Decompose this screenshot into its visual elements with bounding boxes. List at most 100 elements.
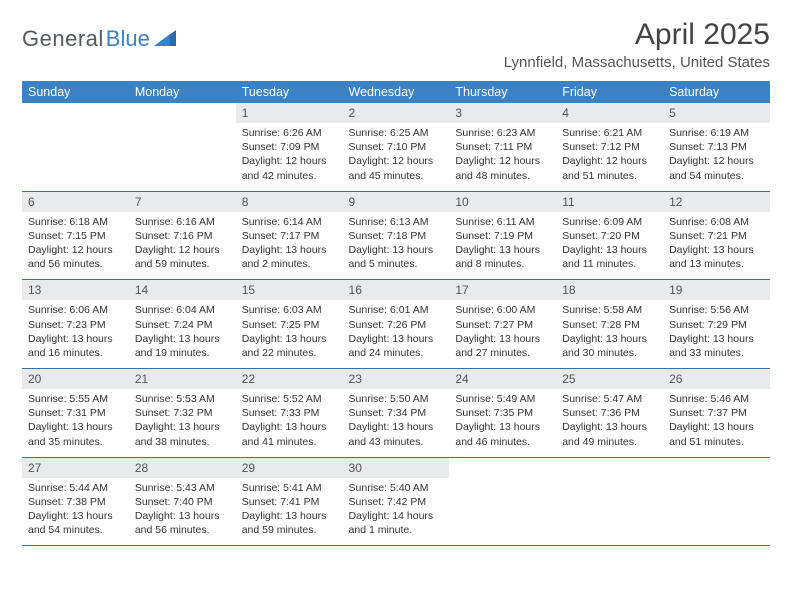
day-body: Sunrise: 6:01 AMSunset: 7:26 PMDaylight:…	[343, 300, 450, 368]
daylight-line: Daylight: 13 hours and 8 minutes.	[455, 244, 540, 270]
day-header: Thursday	[449, 81, 556, 103]
calendar-cell: 15Sunrise: 6:03 AMSunset: 7:25 PMDayligh…	[236, 280, 343, 369]
day-body: Sunrise: 5:56 AM Sunset: 7:29 PM Daylight:…	[663, 300, 770, 368]
day-number: 6	[22, 192, 129, 212]
calendar-cell: 4Sunrise: 6:21 AMSunset: 7:12 PMDaylight…	[556, 103, 663, 191]
sunrise-line: Sunrise: 6:04 AM	[135, 304, 215, 316]
day-number: 28	[129, 458, 236, 478]
calendar-body: 1Sunrise: 6:26 AMSunset: 7:09 PMDaylight…	[22, 103, 770, 546]
sunset-line: Sunset: 7:25 PM	[242, 319, 320, 331]
daylight-line: Daylight: 12 hours and 42 minutes.	[242, 155, 327, 181]
day-body: Sunrise: 6:08 AMSunset: 7:21 PMDaylight:…	[663, 212, 770, 280]
location-text: Lynnfield, Massachusetts, United States	[504, 54, 770, 71]
day-number: 4	[556, 103, 663, 123]
day-number: 16	[343, 280, 450, 300]
sunrise-line: Sunrise: 5:44 AM	[28, 482, 108, 494]
sunset-line: Sunset: 7:11 PM	[455, 141, 532, 153]
day-body: Sunrise: 6:19 AMSunset: 7:13 PMDaylight:…	[663, 123, 770, 191]
day-number	[449, 458, 556, 478]
calendar-header-row: SundayMondayTuesdayWednesdayThursdayFrid…	[22, 81, 770, 103]
day-body: Sunrise: 5:50 AMSunset: 7:34 PMDaylight:…	[343, 389, 450, 457]
sunset-line: Sunset: 7:33 PM	[242, 407, 320, 419]
sunset-line: Sunset: 7:42 PM	[349, 496, 427, 508]
day-body: Sunrise: 5:41 AMSunset: 7:41 PMDaylight:…	[236, 478, 343, 546]
daylight-line: Daylight: 13 hours and 59 minutes.	[242, 510, 327, 536]
day-header: Sunday	[22, 81, 129, 103]
daylight-line: Daylight: 13 hours and 35 minutes.	[28, 421, 113, 447]
day-body: Sunrise: 6:09 AMSunset: 7:20 PMDaylight:…	[556, 212, 663, 280]
brand-logo: GeneralBlue	[22, 18, 176, 52]
sunset-line: Sunset: 7:36 PM	[562, 407, 640, 419]
sunset-line: Sunset: 7:40 PM	[135, 496, 213, 508]
sunset-line: Sunset: 7:23 PM	[28, 319, 106, 331]
day-number: 1	[236, 103, 343, 123]
sunrise-line: Sunrise: 6:00 AM	[455, 304, 535, 316]
sunset-line: Sunset: 7:32 PM	[135, 407, 213, 419]
sunrise-line: Sunrise: 6:16 AM	[135, 216, 215, 228]
calendar-cell: 22Sunrise: 5:52 AMSunset: 7:33 PMDayligh…	[236, 369, 343, 458]
day-body	[129, 123, 236, 190]
day-number: 26	[663, 369, 770, 389]
calendar-cell: 21Sunrise: 5:53 AMSunset: 7:32 PMDayligh…	[129, 369, 236, 458]
day-number: 18	[556, 280, 663, 300]
day-number: 8	[236, 192, 343, 212]
sunset-line: Sunset: 7:13 PM	[669, 141, 747, 153]
day-number: 2	[343, 103, 450, 123]
day-number: 5	[663, 103, 770, 123]
day-header: Tuesday	[236, 81, 343, 103]
day-body: Sunrise: 6:26 AMSunset: 7:09 PMDaylight:…	[236, 123, 343, 191]
daylight-line: Daylight: 12 hours and 56 minutes.	[28, 244, 113, 270]
sunset-line: Sunset: 7:19 PM	[455, 230, 533, 242]
daylight-line: Daylight: 13 hours and 11 minutes.	[562, 244, 647, 270]
day-number: 30	[343, 458, 450, 478]
day-number: 17	[449, 280, 556, 300]
day-number: 27	[22, 458, 129, 478]
daylight-line: Daylight: 13 hours and 56 minutes.	[135, 510, 220, 536]
sunrise-line: Sunrise: 6:09 AM	[562, 216, 642, 228]
calendar-cell	[663, 457, 770, 546]
sunrise-line: Sunrise: 6:18 AM	[28, 216, 108, 228]
calendar-row: 13Sunrise: 6:06 AMSunset: 7:23 PMDayligh…	[22, 280, 770, 369]
sunset-line: Sunset: 7:15 PM	[28, 230, 106, 242]
calendar-table: SundayMondayTuesdayWednesdayThursdayFrid…	[22, 81, 770, 546]
sunset-line: Sunset: 7:17 PM	[242, 230, 320, 242]
calendar-cell: 23Sunrise: 5:50 AMSunset: 7:34 PMDayligh…	[343, 369, 450, 458]
sunset-line: Sunset: 7:34 PM	[349, 407, 427, 419]
sunrise-line: Sunrise: 5:52 AM	[242, 393, 322, 405]
day-number: 7	[129, 192, 236, 212]
day-body: Sunrise: 6:04 AMSunset: 7:24 PMDaylight:…	[129, 300, 236, 368]
day-body	[22, 123, 129, 190]
calendar-row: 27Sunrise: 5:44 AMSunset: 7:38 PMDayligh…	[22, 457, 770, 546]
day-number: 14	[129, 280, 236, 300]
day-number: 11	[556, 192, 663, 212]
daylight-line: Daylight: 13 hours and 51 minutes.	[669, 421, 754, 447]
daylight-line: Daylight: 13 hours and 24 minutes.	[349, 333, 434, 359]
sunrise-line: Sunrise: 5:58 AM	[562, 304, 642, 316]
day-body	[449, 478, 556, 545]
day-number: 13	[22, 280, 129, 300]
day-number: 22	[236, 369, 343, 389]
daylight-line: Daylight: 13 hours and 22 minutes.	[242, 333, 327, 359]
calendar-cell: 27Sunrise: 5:44 AMSunset: 7:38 PMDayligh…	[22, 457, 129, 546]
sunset-line: Sunset: 7:37 PM	[669, 407, 747, 419]
daylight-line: Daylight: 12 hours and 59 minutes.	[135, 244, 220, 270]
daylight-line: Daylight: 13 hours and 19 minutes.	[135, 333, 220, 359]
sunrise-line: Sunrise: 5:56 AM	[669, 304, 749, 316]
calendar-cell: 29Sunrise: 5:41 AMSunset: 7:41 PMDayligh…	[236, 457, 343, 546]
daylight-line: Daylight: 12 hours and 48 minutes.	[455, 155, 540, 181]
sunset-line: Sunset: 7:29 PM	[669, 319, 747, 331]
sunrise-line: Sunrise: 6:03 AM	[242, 304, 322, 316]
daylight-line: Daylight: 13 hours and 46 minutes.	[455, 421, 540, 447]
day-body	[663, 478, 770, 545]
day-number: 23	[343, 369, 450, 389]
brand-name-2: Blue	[106, 26, 150, 52]
day-body: Sunrise: 6:03 AM Sunset: 7:25 PM Daylight:…	[236, 300, 343, 368]
calendar-cell: 3Sunrise: 6:23 AMSunset: 7:11 PMDaylight…	[449, 103, 556, 191]
daylight-line: Daylight: 13 hours and 33 minutes.	[669, 333, 754, 359]
day-body: Sunrise: 6:14 AMSunset: 7:17 PMDaylight:…	[236, 212, 343, 280]
brand-name-1: General	[22, 26, 104, 52]
sunrise-line: Sunrise: 5:47 AM	[562, 393, 642, 405]
calendar-page: GeneralBlue April 2025 Lynnfield, Massac…	[0, 0, 792, 564]
sunrise-line: Sunrise: 5:41 AM	[242, 482, 322, 494]
calendar-cell: 28Sunrise: 5:43 AMSunset: 7:40 PMDayligh…	[129, 457, 236, 546]
